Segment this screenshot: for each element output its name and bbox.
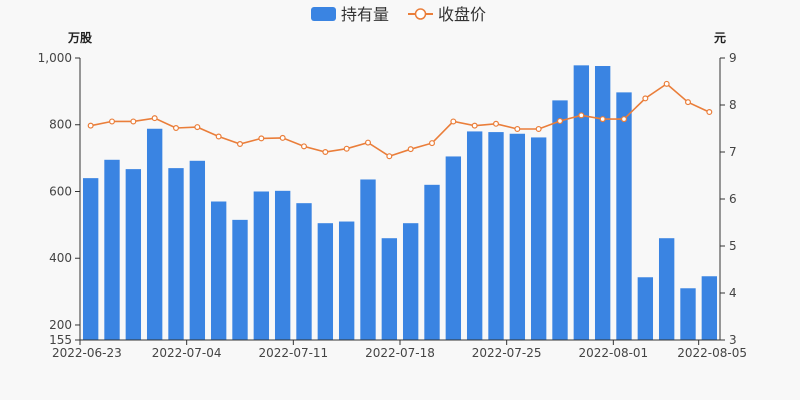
bar[interactable]	[424, 184, 440, 340]
price-point[interactable]	[578, 112, 585, 119]
price-point[interactable]	[237, 141, 244, 148]
legend[interactable]: 持有量 收盘价	[311, 5, 486, 24]
price-point[interactable]	[599, 116, 606, 123]
bar[interactable]	[360, 179, 376, 340]
bar[interactable]	[402, 223, 419, 340]
price-point[interactable]	[620, 116, 627, 123]
legend-line-marker[interactable]	[414, 8, 427, 20]
price-point[interactable]	[706, 109, 713, 116]
x-tick-label: 2022-08-01	[578, 346, 648, 360]
legend-bar-swatch[interactable]	[311, 7, 336, 21]
bar[interactable]	[466, 131, 483, 340]
price-point[interactable]	[151, 115, 158, 122]
price-point[interactable]	[258, 135, 265, 142]
right-axis-unit: 元	[714, 31, 726, 45]
price-point[interactable]	[301, 143, 308, 150]
bar[interactable]	[573, 65, 590, 340]
bar[interactable]	[552, 100, 568, 341]
price-point[interactable]	[87, 122, 94, 129]
right-tick-label: 6	[729, 192, 737, 206]
left-tick-label: 800	[49, 118, 72, 132]
right-tick-label: 5	[729, 239, 737, 253]
legend-line-label[interactable]: 收盘价	[438, 5, 486, 24]
bar[interactable]	[146, 128, 163, 340]
x-tick-label: 2022-07-04	[152, 346, 222, 360]
bar[interactable]	[616, 92, 632, 340]
bar[interactable]	[488, 132, 504, 340]
price-point[interactable]	[642, 95, 649, 102]
x-tick-label: 2022-07-11	[258, 346, 328, 360]
bar[interactable]	[210, 201, 227, 340]
legend-bar-label[interactable]: 持有量	[341, 5, 389, 24]
bar[interactable]	[338, 221, 355, 340]
price-point[interactable]	[450, 118, 457, 125]
x-tick-label: 2022-07-18	[365, 346, 435, 360]
bar[interactable]	[274, 190, 291, 340]
right-tick-label: 7	[729, 145, 737, 159]
bar[interactable]	[232, 219, 248, 340]
bar[interactable]	[680, 288, 696, 340]
price-point[interactable]	[343, 145, 350, 152]
price-point[interactable]	[173, 125, 180, 132]
left-tick-label: 600	[49, 184, 72, 198]
left-axis-unit: 万股	[67, 30, 93, 45]
price-point[interactable]	[471, 122, 478, 129]
price-point[interactable]	[130, 118, 137, 125]
bar[interactable]	[701, 276, 718, 340]
bar[interactable]	[104, 159, 120, 340]
price-point[interactable]	[514, 125, 521, 132]
price-point[interactable]	[279, 134, 286, 141]
x-tick-label: 2022-07-25	[472, 346, 542, 360]
left-tick-label: 1,000	[38, 51, 72, 65]
price-point[interactable]	[215, 133, 222, 140]
price-point[interactable]	[663, 80, 670, 87]
bar[interactable]	[317, 223, 334, 340]
line-series	[87, 80, 713, 160]
price-point[interactable]	[429, 140, 436, 147]
bar[interactable]	[509, 133, 526, 340]
bar[interactable]	[594, 66, 611, 341]
price-point[interactable]	[535, 125, 542, 132]
bar[interactable]	[82, 178, 99, 340]
price-point[interactable]	[365, 139, 372, 146]
right-tick-label: 9	[729, 51, 737, 65]
price-point[interactable]	[407, 146, 414, 153]
price-point[interactable]	[556, 117, 563, 124]
price-point[interactable]	[493, 120, 500, 127]
bar[interactable]	[125, 169, 142, 340]
price-point[interactable]	[108, 118, 115, 125]
right-tick-label: 3	[729, 333, 737, 347]
bar[interactable]	[296, 203, 312, 340]
left-tick-label: 400	[49, 251, 72, 265]
price-point[interactable]	[684, 99, 691, 106]
bar[interactable]	[168, 168, 184, 340]
right-tick-label: 8	[729, 98, 737, 112]
bar[interactable]	[658, 238, 675, 340]
bar[interactable]	[381, 238, 398, 340]
right-tick-label: 4	[729, 286, 737, 300]
bar[interactable]	[530, 137, 547, 340]
bar[interactable]	[637, 277, 654, 340]
price-line	[90, 82, 710, 158]
left-tick-label: 200	[49, 318, 72, 332]
bar[interactable]	[253, 191, 270, 340]
price-point[interactable]	[194, 124, 201, 131]
price-point[interactable]	[386, 153, 393, 160]
bar[interactable]	[445, 156, 462, 340]
x-tick-label: 2022-06-23	[52, 346, 122, 360]
x-tick-label: 2022-08-05	[677, 346, 747, 360]
left-tick-label: 155	[49, 333, 72, 347]
price-point[interactable]	[322, 149, 329, 156]
bar[interactable]	[189, 160, 206, 340]
bar-series	[82, 65, 718, 341]
